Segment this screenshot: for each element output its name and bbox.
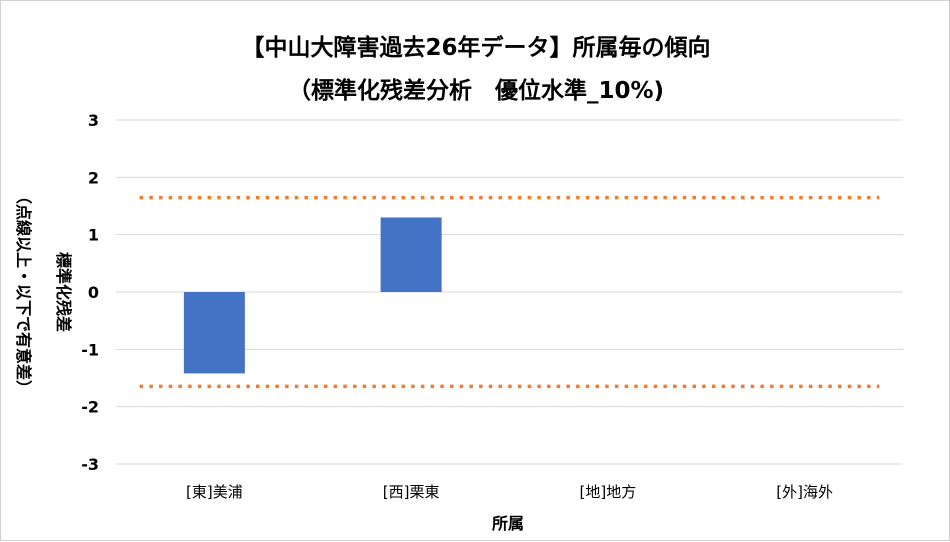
bar (183, 292, 245, 374)
y-tick-label: -3 (81, 455, 99, 474)
y-tick-label: 1 (88, 226, 99, 245)
y-axis-title: 標準化残差 (54, 252, 73, 332)
bars (183, 217, 442, 374)
threshold-lines (139, 195, 880, 389)
x-category-label: [外]海外 (776, 483, 833, 501)
y-tick-label: -1 (81, 340, 99, 359)
bar (380, 217, 442, 292)
y-tick-label: 3 (88, 111, 99, 130)
x-category-label: [東]美浦 (186, 483, 243, 501)
chart-title-line-2: （標準化残差分析 優位水準_10%) (288, 77, 664, 104)
x-axis-categories: [東]美浦 [西]栗東 [地]地方 [外]海外 (186, 483, 833, 501)
gridlines (116, 119, 903, 465)
x-category-label: [西]栗東 (383, 483, 440, 501)
y-tick-label: 2 (88, 168, 99, 187)
x-axis-title: 所属 (492, 514, 524, 533)
y-axis-ticks: 3 2 1 0 -1 -2 -3 (81, 111, 99, 474)
y-tick-label: 0 (88, 283, 99, 302)
x-category-label: [地]地方 (580, 483, 637, 501)
y-axis-subtitle: （点線以上・以下で有意差） (14, 188, 33, 396)
chart-title-line-1: 【中山大障害過去26年データ】所属毎の傾向 (241, 34, 710, 61)
y-tick-label: -2 (81, 398, 99, 417)
